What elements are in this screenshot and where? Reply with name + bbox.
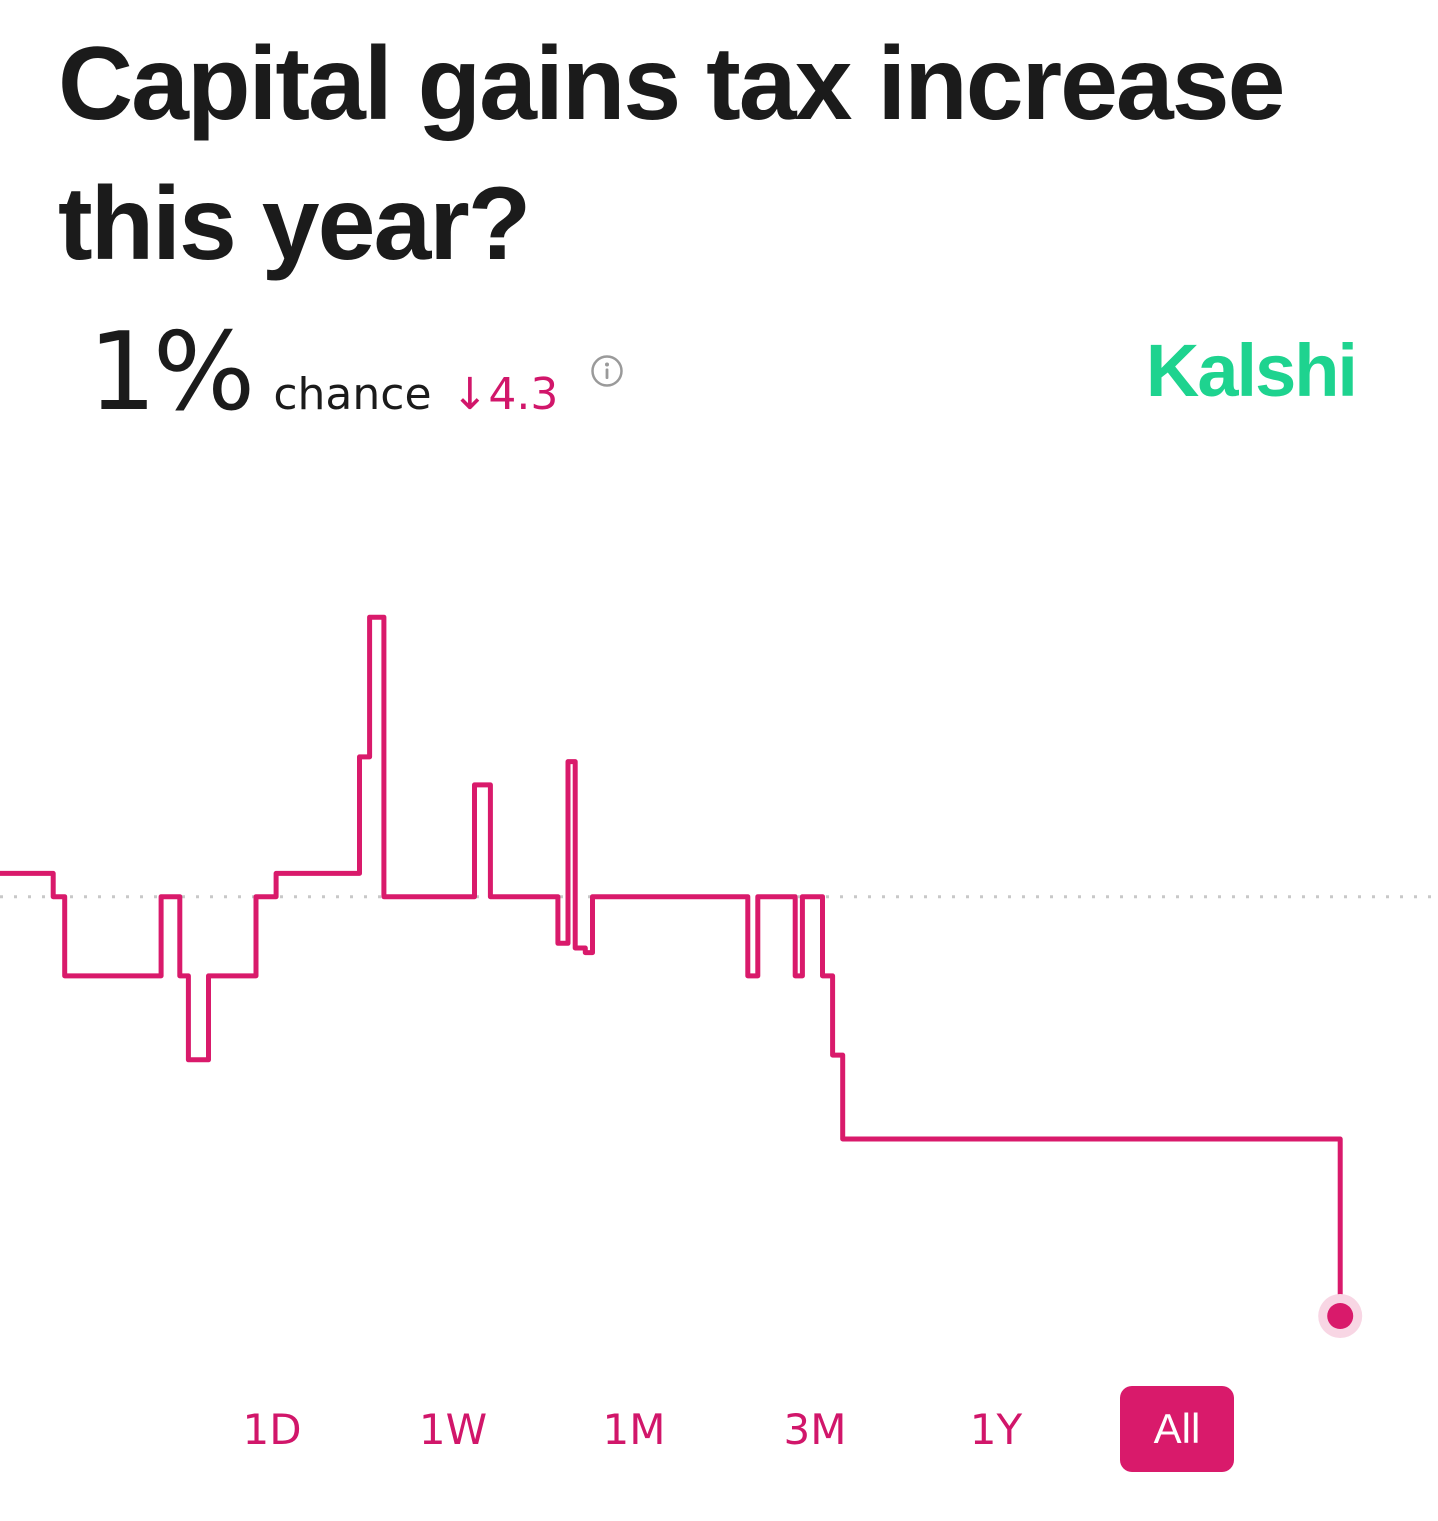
probability-summary: 1% chance ↓4.3 <box>88 310 559 435</box>
series-line <box>0 614 1343 1319</box>
current-point-halo <box>1318 1294 1363 1338</box>
range-1m-button[interactable]: 1M <box>577 1386 691 1472</box>
brand-logo: Kalshi <box>1145 329 1358 412</box>
range-1y-button[interactable]: 1Y <box>939 1386 1053 1472</box>
probability-value: 1% <box>88 310 255 435</box>
time-range-selector: 1D 1W 1M 3M 1Y All <box>0 1386 1438 1472</box>
range-3m-button[interactable]: 3M <box>758 1386 872 1472</box>
range-1w-button[interactable]: 1W <box>396 1386 510 1472</box>
range-1d-button[interactable]: 1D <box>215 1386 329 1472</box>
probability-change: ↓4.3 <box>451 369 559 420</box>
probability-label: chance <box>273 369 432 420</box>
current-point <box>1327 1303 1354 1329</box>
info-circle-icon[interactable] <box>590 354 624 388</box>
range-all-button[interactable]: All <box>1120 1386 1234 1472</box>
page-title: Capital gains tax increase this year? <box>58 26 1285 282</box>
